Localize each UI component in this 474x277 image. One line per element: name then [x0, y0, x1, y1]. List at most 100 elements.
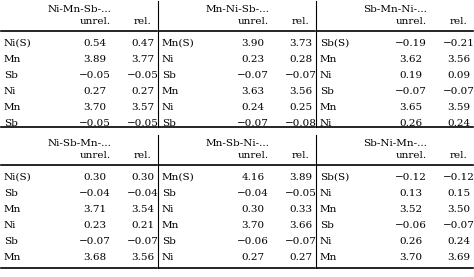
Text: −0.05: −0.05 — [79, 71, 111, 79]
Text: 0.30: 0.30 — [241, 204, 264, 214]
Text: rel.: rel. — [134, 150, 152, 160]
Text: unrel.: unrel. — [237, 150, 268, 160]
Text: 0.27: 0.27 — [290, 253, 312, 261]
Text: 3.77: 3.77 — [131, 55, 155, 63]
Text: 0.26: 0.26 — [399, 119, 422, 127]
Text: Mn: Mn — [162, 220, 179, 230]
Text: Sb: Sb — [4, 119, 18, 127]
Text: 3.56: 3.56 — [290, 86, 312, 96]
Text: 0.19: 0.19 — [399, 71, 422, 79]
Text: Mn: Mn — [4, 55, 21, 63]
Text: Ni-Mn-Sb-...: Ni-Mn-Sb-... — [47, 4, 111, 14]
Text: Sb: Sb — [162, 237, 176, 245]
Text: 0.27: 0.27 — [131, 86, 155, 96]
Text: Mn: Mn — [320, 204, 337, 214]
Text: 0.47: 0.47 — [131, 39, 155, 47]
Text: rel.: rel. — [292, 17, 310, 25]
Text: Sb: Sb — [162, 71, 176, 79]
Text: 3.59: 3.59 — [447, 102, 471, 112]
Text: Ni: Ni — [162, 204, 174, 214]
Text: −0.07: −0.07 — [395, 86, 427, 96]
Text: 0.28: 0.28 — [290, 55, 312, 63]
Text: −0.07: −0.07 — [237, 119, 269, 127]
Text: Mn(S): Mn(S) — [162, 173, 195, 181]
Text: unrel.: unrel. — [395, 17, 426, 25]
Text: −0.05: −0.05 — [79, 119, 111, 127]
Text: Mn: Mn — [320, 253, 337, 261]
Text: rel.: rel. — [134, 17, 152, 25]
Text: 0.24: 0.24 — [241, 102, 264, 112]
Text: −0.12: −0.12 — [395, 173, 427, 181]
Text: unrel.: unrel. — [79, 17, 110, 25]
Text: −0.07: −0.07 — [79, 237, 111, 245]
Text: 0.13: 0.13 — [399, 189, 422, 198]
Text: Mn: Mn — [320, 55, 337, 63]
Text: 3.57: 3.57 — [131, 102, 155, 112]
Text: unrel.: unrel. — [395, 150, 426, 160]
Text: Ni: Ni — [320, 237, 332, 245]
Text: unrel.: unrel. — [79, 150, 110, 160]
Text: −0.07: −0.07 — [443, 220, 474, 230]
Text: Ni: Ni — [4, 86, 16, 96]
Text: 3.70: 3.70 — [83, 102, 106, 112]
Text: Mn-Ni-Sb-...: Mn-Ni-Sb-... — [205, 4, 269, 14]
Text: 3.70: 3.70 — [241, 220, 264, 230]
Text: 3.65: 3.65 — [399, 102, 422, 112]
Text: Sb(S): Sb(S) — [320, 39, 349, 47]
Text: −0.04: −0.04 — [79, 189, 111, 198]
Text: 0.24: 0.24 — [447, 119, 471, 127]
Text: Ni: Ni — [162, 55, 174, 63]
Text: −0.07: −0.07 — [443, 86, 474, 96]
Text: 3.71: 3.71 — [83, 204, 106, 214]
Text: Sb: Sb — [320, 86, 334, 96]
Text: 0.54: 0.54 — [83, 39, 106, 47]
Text: Ni: Ni — [4, 220, 16, 230]
Text: 0.30: 0.30 — [131, 173, 155, 181]
Text: Ni: Ni — [320, 71, 332, 79]
Text: −0.04: −0.04 — [127, 189, 159, 198]
Text: −0.12: −0.12 — [443, 173, 474, 181]
Text: 0.25: 0.25 — [290, 102, 312, 112]
Text: 0.33: 0.33 — [290, 204, 312, 214]
Text: 3.62: 3.62 — [399, 55, 422, 63]
Text: Mn(S): Mn(S) — [162, 39, 195, 47]
Text: rel.: rel. — [292, 150, 310, 160]
Text: −0.07: −0.07 — [237, 71, 269, 79]
Text: 3.69: 3.69 — [447, 253, 471, 261]
Text: 0.23: 0.23 — [241, 55, 264, 63]
Text: Sb: Sb — [4, 71, 18, 79]
Text: −0.06: −0.06 — [237, 237, 269, 245]
Text: 3.68: 3.68 — [83, 253, 106, 261]
Text: 3.73: 3.73 — [290, 39, 312, 47]
Text: Mn: Mn — [4, 102, 21, 112]
Text: Sb: Sb — [4, 237, 18, 245]
Text: Mn-Sb-Ni-...: Mn-Sb-Ni-... — [205, 138, 269, 147]
Text: rel.: rel. — [450, 17, 468, 25]
Text: −0.07: −0.07 — [127, 237, 159, 245]
Text: 0.21: 0.21 — [131, 220, 155, 230]
Text: Ni(S): Ni(S) — [4, 173, 32, 181]
Text: 0.30: 0.30 — [83, 173, 106, 181]
Text: −0.07: −0.07 — [285, 237, 317, 245]
Text: Sb: Sb — [162, 189, 176, 198]
Text: Ni(S): Ni(S) — [4, 39, 32, 47]
Text: Sb: Sb — [162, 119, 176, 127]
Text: Sb: Sb — [4, 189, 18, 198]
Text: Ni: Ni — [162, 253, 174, 261]
Text: 3.56: 3.56 — [447, 55, 471, 63]
Text: 3.66: 3.66 — [290, 220, 312, 230]
Text: Sb: Sb — [320, 220, 334, 230]
Text: 3.54: 3.54 — [131, 204, 155, 214]
Text: −0.05: −0.05 — [127, 71, 159, 79]
Text: −0.21: −0.21 — [443, 39, 474, 47]
Text: Ni: Ni — [162, 102, 174, 112]
Text: −0.06: −0.06 — [395, 220, 427, 230]
Text: Sb-Mn-Ni-...: Sb-Mn-Ni-... — [363, 4, 427, 14]
Text: Mn: Mn — [4, 253, 21, 261]
Text: 3.70: 3.70 — [399, 253, 422, 261]
Text: −0.08: −0.08 — [285, 119, 317, 127]
Text: Ni: Ni — [320, 119, 332, 127]
Text: 3.63: 3.63 — [241, 86, 264, 96]
Text: Ni: Ni — [320, 189, 332, 198]
Text: −0.05: −0.05 — [285, 189, 317, 198]
